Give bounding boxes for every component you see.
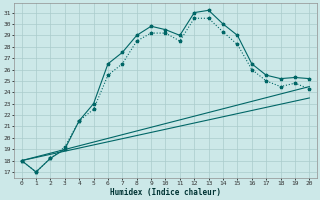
X-axis label: Humidex (Indice chaleur): Humidex (Indice chaleur): [110, 188, 221, 197]
